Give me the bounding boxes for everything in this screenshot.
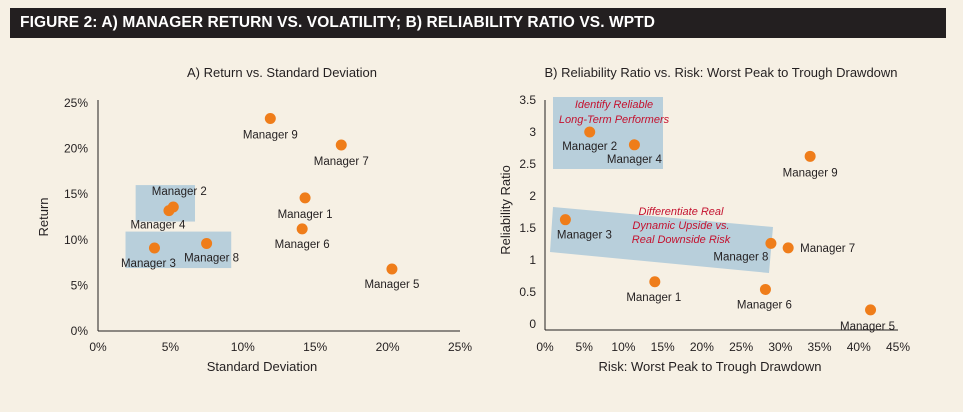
- chart-a-highlight-region: [135, 185, 196, 222]
- chart-b-annotation-line: Dynamic Upside vs.: [632, 220, 729, 232]
- chart-a-data-point: [335, 139, 347, 151]
- chart-b-y-axis-label: Reliability Ratio: [498, 165, 513, 255]
- chart-a-x-tick-label: 25%: [448, 340, 472, 354]
- chart-b-title: B) Reliability Ratio vs. Risk: Worst Pea…: [544, 65, 897, 80]
- chart-b-data-point: [559, 214, 571, 226]
- figure-header-bar: FIGURE 2: A) MANAGER RETURN VS. VOLATILI…: [10, 8, 946, 38]
- chart-a-point-label: Manager 5: [364, 279, 419, 291]
- chart-a-highlight-region: [125, 231, 232, 269]
- chart-a-y-tick-label: 5%: [71, 278, 89, 292]
- chart-a-data-point: [299, 192, 311, 204]
- chart-b-x-tick-label: 0%: [536, 340, 554, 354]
- chart-b-x-tick-label: 35%: [808, 340, 832, 354]
- chart-a-y-tick-label: 25%: [64, 96, 88, 110]
- chart-a-y-axis-label: Return: [36, 197, 51, 236]
- chart-b-x-tick-label: 45%: [886, 340, 910, 354]
- chart-a-y-tick-label: 0%: [71, 324, 89, 338]
- chart-b-point-label: Manager 1: [626, 292, 681, 304]
- chart-b-data-point: [804, 150, 816, 162]
- chart-b-annotation-line: Real Downside Risk: [632, 234, 731, 246]
- chart-a-point-label: Manager 4: [130, 220, 186, 232]
- chart-a: A) Return vs. Standard Deviation 0% 5% 10%…: [36, 65, 472, 374]
- chart-b-data-point: [759, 283, 771, 295]
- chart-a-point-label: Manager 8: [184, 252, 239, 264]
- chart-b-x-tick-label: 20%: [690, 340, 714, 354]
- chart-a-x-axis-label: Standard Deviation: [207, 359, 318, 374]
- chart-b-data-point: [782, 242, 794, 254]
- chart-b-annotation-line: Identify Reliable: [575, 99, 653, 111]
- chart-a-point-label: Manager 9: [243, 130, 298, 142]
- chart-b-y-tick-label: 0.5: [519, 285, 536, 299]
- chart-b-y-tick-label: 1: [529, 253, 536, 267]
- chart-a-point-label: Manager 1: [278, 209, 333, 221]
- chart-a-point-label: Manager 3: [121, 258, 176, 270]
- chart-b-x-axis-label: Risk: Worst Peak to Trough Drawdown: [598, 359, 821, 374]
- chart-b-highlight-region: [553, 97, 663, 169]
- chart-a-y-tick-label: 20%: [64, 142, 88, 156]
- chart-b-data-point: [628, 139, 640, 151]
- chart-a-x-tick-label: 0%: [89, 340, 107, 354]
- chart-b-annotation-line: Differentiate Real: [639, 206, 725, 218]
- chart-a-point-label: Manager 6: [275, 239, 330, 251]
- chart-b-highlight-region: [550, 207, 773, 273]
- chart-b-point-label: Manager 6: [737, 299, 792, 311]
- chart-a-x-tick-label: 10%: [231, 340, 255, 354]
- chart-a-data-point: [386, 263, 398, 275]
- chart-b-data-point: [584, 126, 596, 138]
- chart-b-y-tick-label: 2: [529, 189, 536, 203]
- chart-b-x-tick-label: 25%: [729, 340, 753, 354]
- chart-a-data-point: [163, 205, 175, 217]
- chart-b-x-tick-label: 40%: [847, 340, 871, 354]
- chart-a-x-tick-label: 20%: [376, 340, 400, 354]
- chart-b-point-label: Manager 2: [562, 141, 617, 153]
- chart-b-point-label: Manager 9: [783, 167, 838, 179]
- chart-b-y-tick-label: 3.5: [519, 93, 536, 107]
- chart-b-y-tick-label: 1.5: [519, 221, 536, 235]
- chart-b-point-label: Manager 7: [800, 243, 855, 255]
- chart-b-data-point: [765, 237, 777, 249]
- chart-b-data-point: [865, 304, 877, 316]
- chart-b-data-point: [649, 276, 661, 288]
- chart-a-data-point: [148, 242, 160, 254]
- chart-a-data-point: [201, 237, 213, 249]
- figure-title: FIGURE 2: A) MANAGER RETURN VS. VOLATILI…: [20, 14, 656, 31]
- chart-b-point-label: Manager 8: [713, 251, 768, 263]
- chart-b-x-tick-label: 15%: [651, 340, 675, 354]
- chart-b-y-tick-label: 2.5: [519, 157, 536, 171]
- chart-b-annotation-line: Long-Term Performers: [559, 114, 670, 126]
- chart-a-y-tick-label: 15%: [64, 187, 88, 201]
- chart-a-point-label: Manager 7: [314, 156, 369, 168]
- chart-b-y-tick-label: 0: [529, 317, 536, 331]
- chart-a-title: A) Return vs. Standard Deviation: [187, 65, 377, 80]
- chart-a-y-tick-label: 10%: [64, 233, 88, 247]
- chart-b-x-tick-label: 5%: [576, 340, 594, 354]
- chart-b-point-label: Manager 3: [557, 230, 612, 242]
- chart-a-data-point: [296, 223, 308, 235]
- chart-a-x-tick-label: 5%: [162, 340, 180, 354]
- chart-b-point-label: Manager 4: [607, 154, 663, 166]
- chart-b-point-label: Manager 5: [840, 321, 895, 333]
- chart-a-data-point: [264, 113, 276, 125]
- chart-b-y-tick-label: 3: [529, 125, 536, 139]
- chart-a-x-tick-label: 15%: [303, 340, 327, 354]
- chart-b: B) Reliability Ratio vs. Risk: Worst Pea…: [498, 65, 910, 374]
- chart-b-x-tick-label: 30%: [768, 340, 792, 354]
- chart-a-point-label: Manager 2: [152, 186, 207, 198]
- chart-b-x-tick-label: 10%: [611, 340, 635, 354]
